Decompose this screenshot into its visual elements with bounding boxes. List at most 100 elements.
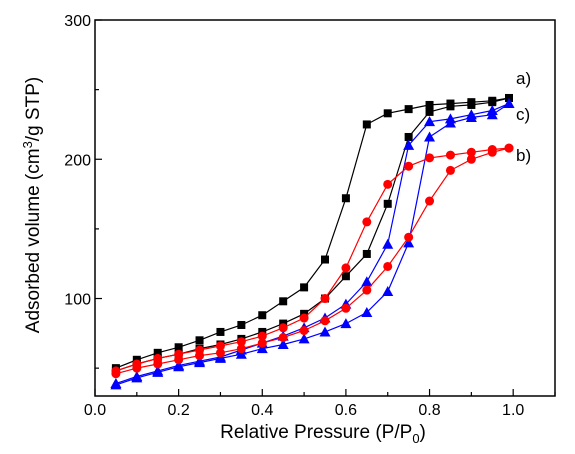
data-point-circle (299, 313, 309, 323)
data-point-triangle (361, 306, 373, 317)
data-point-triangle (131, 371, 143, 382)
data-point-circle (111, 366, 121, 376)
data-point-circle (425, 153, 435, 163)
data-point-circle (404, 161, 414, 171)
desorption-line (115, 97, 510, 369)
data-point-circle (466, 147, 476, 157)
series-b (111, 143, 514, 379)
series-label: a) (516, 69, 531, 88)
data-point-square (404, 132, 413, 141)
y-axis-title: Adsorbed volume (cm3/g STP) (20, 77, 44, 333)
data-point-square (195, 336, 204, 345)
data-point-triangle (340, 318, 352, 329)
data-point-circle (278, 323, 288, 333)
data-point-circle (404, 232, 414, 242)
series-label: c) (516, 105, 530, 124)
data-point-circle (236, 337, 246, 347)
data-point-square (258, 311, 267, 320)
data-point-triangle (382, 238, 394, 249)
data-point-square (467, 98, 476, 107)
data-point-triangle (465, 109, 477, 120)
data-point-circle (466, 154, 476, 164)
data-point-square (425, 107, 434, 116)
data-point-triangle (444, 113, 456, 124)
series-labels: a) c) b) (516, 69, 531, 165)
data-point-triangle (424, 116, 436, 127)
data-point-circle (153, 353, 163, 363)
x-axis-title: Relative Pressure (P/P0) (220, 422, 426, 446)
data-point-circle (174, 349, 184, 359)
data-point-circle (257, 331, 267, 341)
data-point-square (383, 199, 392, 208)
data-point-circle (215, 341, 225, 351)
desorption-line (115, 103, 510, 385)
data-point-square (321, 255, 329, 264)
data-point-circle (236, 344, 246, 354)
data-point-circle (504, 143, 514, 153)
data-point-square (446, 99, 455, 108)
adsorption-line (115, 97, 510, 372)
x-tick-label: 0.0 (84, 402, 106, 419)
data-point-circle (278, 333, 288, 343)
x-tick-label: 0.2 (168, 402, 190, 419)
series-c (110, 98, 515, 390)
data-point-triangle (194, 355, 206, 366)
data-point-circle (341, 303, 351, 313)
data-point-triangle (486, 105, 498, 116)
data-point-square (341, 194, 350, 203)
series-a (111, 93, 513, 375)
data-point-circle (445, 165, 455, 175)
data-point-circle (341, 263, 351, 273)
y-tick-label: 200 (64, 152, 91, 169)
data-point-circle (425, 196, 435, 206)
x-tick-label: 0.4 (251, 402, 273, 419)
y-tick-label: 300 (64, 13, 91, 30)
desorption-line (115, 147, 510, 372)
data-point-square (362, 120, 371, 129)
data-point-circle (320, 316, 330, 326)
data-point-triangle (382, 286, 394, 297)
data-point-square (300, 283, 309, 292)
data-point-circle (383, 179, 393, 189)
series-layer (110, 93, 515, 390)
data-point-circle (299, 326, 309, 336)
data-point-triangle (256, 343, 268, 354)
data-point-triangle (152, 365, 164, 376)
data-point-circle (320, 294, 330, 304)
plot-frame (94, 19, 556, 397)
data-point-circle (487, 145, 497, 155)
data-point-triangle (173, 359, 185, 370)
data-point-circle (383, 261, 393, 271)
data-point-triangle (298, 333, 310, 344)
y-tick-label: 100 (64, 292, 91, 309)
data-point-square (404, 105, 413, 114)
data-point-triangle (403, 237, 415, 248)
data-point-square (341, 272, 350, 281)
adsorption-line (115, 103, 510, 386)
data-point-square (237, 320, 246, 329)
data-point-square (425, 100, 434, 109)
data-point-square (216, 327, 225, 336)
data-point-square (505, 93, 513, 102)
data-point-square (362, 249, 371, 258)
data-point-square (383, 109, 392, 118)
data-point-circle (215, 348, 225, 358)
data-point-circle (445, 150, 455, 160)
axes: 0.0 0.2 0.4 0.6 0.8 1.0 100 200 300 (64, 13, 556, 419)
adsorption-line (115, 147, 510, 375)
data-point-circle (195, 345, 205, 355)
data-point-circle (132, 359, 142, 369)
data-point-square (279, 297, 288, 306)
data-point-triangle (503, 98, 515, 109)
data-point-square (488, 96, 497, 105)
series-label: b) (516, 146, 531, 165)
x-tick-label: 0.8 (418, 402, 440, 419)
data-point-triangle (110, 377, 122, 388)
data-point-circle (257, 338, 267, 348)
data-point-triangle (319, 326, 331, 337)
data-point-circle (362, 217, 372, 227)
data-point-triangle (424, 131, 436, 142)
data-point-square (174, 343, 183, 352)
data-point-triangle (403, 139, 415, 150)
